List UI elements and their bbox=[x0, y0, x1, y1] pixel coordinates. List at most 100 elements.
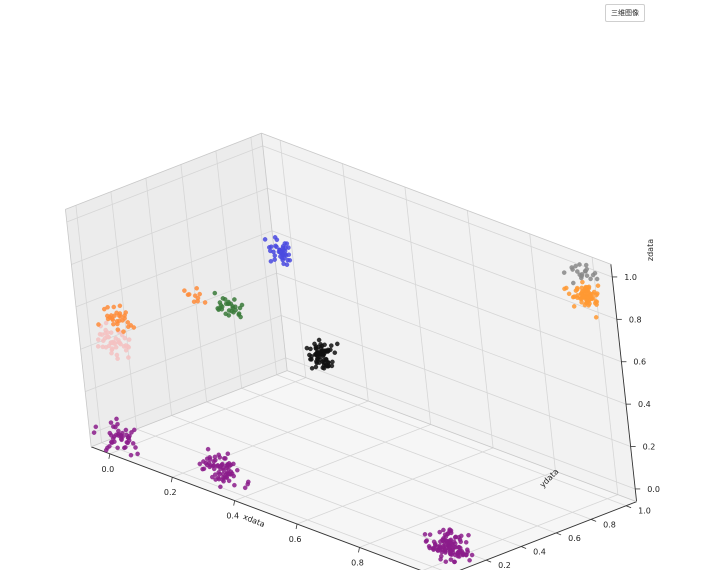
data-point bbox=[105, 330, 111, 335]
data-point bbox=[216, 452, 222, 458]
data-point bbox=[121, 329, 126, 334]
y-tick-label: 0.8 bbox=[603, 520, 616, 529]
x-axis-line bbox=[91, 446, 422, 570]
z-axis-label: zdata bbox=[646, 239, 655, 261]
grid-line bbox=[529, 233, 556, 472]
data-point bbox=[272, 253, 278, 258]
y-tick-label: 1.0 bbox=[638, 507, 651, 516]
x-tick-label: 0.6 bbox=[289, 535, 302, 544]
data-point bbox=[314, 360, 320, 366]
data-point bbox=[95, 337, 101, 342]
data-point bbox=[445, 531, 451, 537]
data-point bbox=[447, 548, 453, 554]
data-point bbox=[313, 364, 319, 370]
data-point bbox=[227, 471, 233, 477]
data-point bbox=[594, 299, 600, 305]
data-point bbox=[204, 456, 210, 462]
data-point bbox=[105, 334, 110, 340]
data-point bbox=[95, 344, 101, 349]
data-point bbox=[225, 462, 230, 467]
pane-edge bbox=[287, 370, 637, 503]
data-point bbox=[107, 430, 113, 436]
data-point bbox=[285, 257, 291, 263]
grid-line bbox=[85, 315, 282, 393]
data-point bbox=[582, 294, 587, 300]
grid-line bbox=[276, 374, 627, 507]
x-tick-label: 0.4 bbox=[226, 512, 239, 521]
data-point bbox=[313, 344, 319, 349]
data-point bbox=[463, 539, 469, 545]
data-point bbox=[182, 288, 187, 293]
data-point bbox=[262, 237, 268, 242]
data-point bbox=[590, 272, 596, 278]
x-axis-label: xdata bbox=[242, 512, 267, 529]
data-point bbox=[561, 270, 567, 275]
data-point bbox=[115, 445, 120, 451]
legend: 三维图像 bbox=[605, 4, 645, 22]
data-point bbox=[570, 280, 576, 286]
data-point bbox=[131, 325, 137, 330]
data-point bbox=[443, 559, 449, 565]
data-point bbox=[223, 311, 229, 317]
data-point bbox=[212, 290, 218, 296]
data-point bbox=[128, 452, 134, 458]
z-tick-label: 0.2 bbox=[643, 443, 656, 452]
data-point bbox=[231, 309, 236, 315]
grid-line bbox=[180, 164, 208, 402]
data-point bbox=[111, 434, 117, 439]
data-point bbox=[123, 343, 129, 348]
y-tick-mark bbox=[555, 532, 562, 536]
data-point bbox=[194, 285, 200, 291]
data-points bbox=[91, 234, 601, 565]
data-point bbox=[115, 321, 120, 327]
x-tick-label: 0.0 bbox=[102, 465, 115, 474]
data-point bbox=[103, 320, 109, 326]
grid-line bbox=[215, 150, 243, 389]
data-point bbox=[574, 269, 580, 274]
y-tick-label: 0.4 bbox=[533, 548, 546, 557]
grid-line bbox=[234, 424, 431, 501]
y-tick-mark bbox=[520, 546, 527, 549]
data-point bbox=[438, 556, 443, 562]
data-point bbox=[571, 304, 577, 309]
data-point bbox=[105, 304, 110, 310]
data-point bbox=[461, 551, 466, 556]
grid-line bbox=[75, 205, 103, 443]
legend-text: 三维图像 bbox=[611, 9, 639, 17]
data-point bbox=[111, 304, 117, 310]
data-point bbox=[236, 312, 242, 317]
axis-panes bbox=[65, 133, 637, 570]
data-point bbox=[469, 552, 475, 558]
data-point bbox=[582, 288, 588, 293]
data-point bbox=[284, 241, 290, 246]
data-point bbox=[464, 547, 470, 553]
pane-edge bbox=[65, 132, 262, 210]
z-tick-label: 0.4 bbox=[638, 400, 651, 409]
data-point bbox=[582, 302, 588, 308]
data-point bbox=[218, 464, 223, 469]
data-point bbox=[106, 343, 112, 349]
data-point bbox=[237, 305, 243, 311]
grid-line bbox=[422, 494, 619, 570]
x-tick-mark bbox=[358, 547, 360, 553]
grid-lines bbox=[66, 137, 636, 570]
y-tick-label: 0.6 bbox=[568, 534, 581, 543]
data-point bbox=[427, 532, 433, 537]
x-tick-mark bbox=[108, 453, 111, 459]
data-point bbox=[332, 350, 338, 356]
data-point bbox=[441, 527, 446, 533]
data-point bbox=[329, 363, 335, 369]
grid-line bbox=[89, 357, 286, 435]
data-point bbox=[115, 327, 121, 332]
x-tick-label: 0.2 bbox=[164, 488, 177, 497]
data-point bbox=[117, 303, 123, 309]
data-point bbox=[226, 478, 232, 484]
data-point bbox=[109, 440, 115, 446]
data-point bbox=[277, 250, 283, 255]
z-tick-label: 0.6 bbox=[633, 358, 646, 367]
data-point bbox=[458, 533, 464, 539]
data-point bbox=[580, 279, 585, 285]
data-point bbox=[573, 263, 578, 269]
